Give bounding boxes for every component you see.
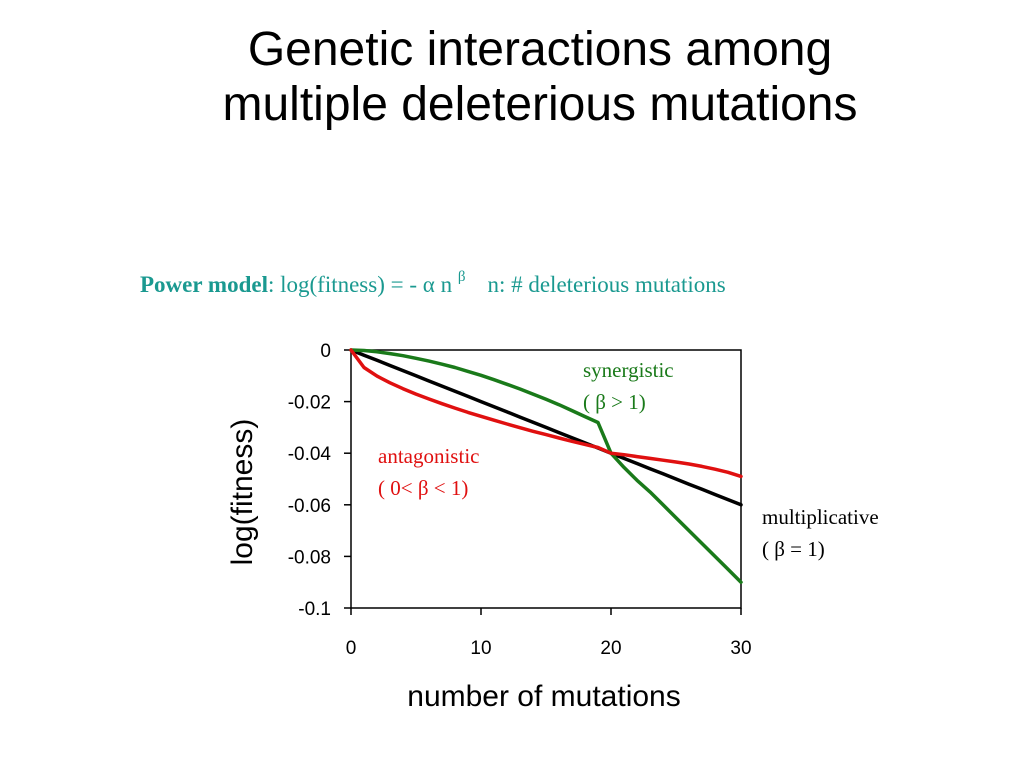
synergistic-beta-condition: ( β > 1)	[583, 390, 646, 414]
formula-expression: log(fitness) = -	[274, 272, 423, 297]
y-tick-label: 0	[320, 341, 331, 362]
synergistic-series-line	[349, 348, 743, 584]
y-tick-label: -0.02	[288, 393, 331, 414]
synergistic-annotation: synergistic ( β > 1)	[583, 354, 674, 418]
x-axis-label: number of mutations	[407, 680, 681, 713]
multiplicative-beta-condition: ( β = 1)	[762, 537, 825, 561]
formula-n: n	[434, 272, 458, 297]
y-tick-label: -0.1	[298, 599, 331, 620]
x-tick-label: 0	[346, 638, 357, 659]
antagonistic-annotation: antagonistic ( 0< β < 1)	[378, 440, 479, 504]
y-tick-label: -0.08	[288, 547, 331, 568]
antagonistic-label: antagonistic	[378, 444, 480, 468]
chart-series	[349, 348, 743, 584]
multiplicative-series-line	[349, 348, 743, 507]
slide-title: Genetic interactions among multiple dele…	[60, 22, 1020, 132]
y-axis-label: log(fitness)	[226, 418, 259, 566]
formula-definition: n: # deleterious mutations	[487, 272, 726, 297]
chart-axes: 0 -0.02 -0.04 -0.06 -0.08 -0.1 0 10 20 30	[288, 341, 752, 659]
y-tick-label: -0.04	[288, 444, 332, 465]
alpha-symbol: α	[422, 272, 435, 297]
formula-label: Power model	[140, 272, 268, 297]
multiplicative-label: multiplicative	[762, 505, 879, 529]
formula-colon: :	[267, 272, 275, 297]
x-tick-label: 10	[470, 638, 491, 659]
multiplicative-annotation: multiplicative ( β = 1)	[762, 501, 879, 565]
y-tick-label: -0.06	[288, 496, 331, 517]
power-model-formula: Power model: log(fitness) = - α n β n: # …	[140, 269, 726, 298]
title-line-1: Genetic interactions among	[247, 23, 833, 76]
plot-frame	[350, 349, 742, 609]
beta-exponent: β	[457, 269, 466, 285]
antagonistic-series-line	[349, 348, 743, 479]
title-line-2: multiple deleterious mutations	[222, 78, 858, 131]
synergistic-label: synergistic	[583, 358, 674, 382]
antagonistic-beta-condition: ( 0< β < 1)	[378, 476, 469, 500]
x-tick-label: 20	[600, 638, 621, 659]
x-tick-label: 30	[730, 638, 751, 659]
